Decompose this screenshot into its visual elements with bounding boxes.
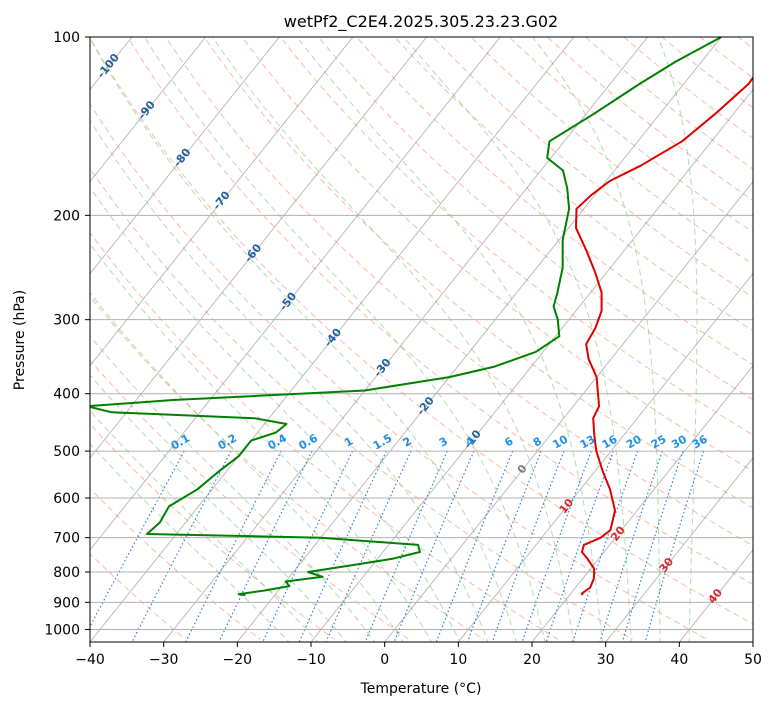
dry-adiabat: [622, 37, 753, 139]
dry-adiabat: [90, 37, 753, 625]
dewpoint-profile-line: [90, 37, 722, 597]
dry-adiabat: [165, 37, 753, 547]
dry-adiabat: [127, 37, 753, 585]
isotherm: [605, 457, 753, 642]
isotherm: [163, 37, 649, 642]
moist-adiabat: [90, 409, 319, 642]
x-tick-label: −20: [223, 652, 253, 668]
mixing-ratio-line: [185, 450, 282, 642]
mixing-ratio-line: [90, 450, 185, 628]
moist-adiabat: [90, 243, 432, 642]
isotherm: [384, 180, 753, 642]
pressure-gridlines: [90, 37, 753, 630]
plot-frame: [89, 36, 754, 643]
isotherm: [90, 37, 207, 183]
isotherm: [90, 37, 280, 275]
y-tick-label: 100: [53, 30, 80, 46]
y-tick-label: 800: [53, 565, 80, 581]
isotherm: [90, 37, 428, 459]
mixing-ratio-line: [131, 450, 232, 642]
y-axis-title: Pressure (hPa): [12, 290, 28, 390]
x-axis: −40 −30 −20 −10 0 10 20 30 40 50: [75, 642, 762, 668]
temperature-profile-line: [575, 75, 753, 596]
y-tick-label: 1000: [44, 622, 80, 638]
y-tick-label: 500: [53, 444, 80, 460]
x-tick-label: 0: [380, 652, 389, 668]
isotherm: [310, 88, 753, 642]
y-tick-label: 400: [53, 387, 80, 403]
mixing-ratio-line: [572, 450, 639, 642]
y-tick-label: 300: [53, 313, 80, 329]
dry-adiabat: [279, 37, 753, 436]
y-axis: 100 200 300 400 500 600 700 800 900 1000: [44, 30, 90, 638]
dry-adiabat: [470, 37, 753, 266]
mixing-ratio-line: [262, 450, 353, 642]
isotherm: [90, 37, 575, 642]
dry-adiabat: [90, 231, 559, 640]
x-tick-label: 50: [744, 652, 762, 668]
plot-area: [90, 37, 753, 642]
y-tick-label: 200: [53, 208, 80, 224]
y-tick-label: 600: [53, 491, 80, 507]
mixing-ratio-line: [621, 450, 684, 642]
moist-adiabat: [90, 443, 290, 642]
dry-adiabat: [90, 167, 633, 640]
mixing-ratio-line: [521, 450, 592, 642]
dry-adiabat: [394, 37, 753, 332]
mixing-ratio-line: [364, 450, 448, 642]
x-tick-label: −30: [149, 652, 179, 668]
mixing-ratio-line: [393, 450, 475, 642]
dry-adiabat: [584, 37, 753, 170]
x-tick-label: 30: [597, 652, 615, 668]
x-tick-label: −40: [75, 652, 105, 668]
profile-series: [90, 37, 753, 597]
chart-title: wetPf2_C2E4.2025.305.23.23.G02: [284, 12, 558, 32]
isotherm: [90, 37, 501, 551]
dry-adiabat: [355, 37, 753, 366]
mixing-ratio-line: [599, 450, 663, 642]
x-tick-label: 10: [449, 652, 467, 668]
dry-adiabat: [90, 295, 484, 640]
dry-adiabat: [90, 487, 261, 640]
dry-adiabat: [241, 37, 753, 472]
dry-adiabat: [508, 37, 753, 233]
x-tick-label: −10: [296, 652, 326, 668]
isotherm: [531, 365, 753, 642]
y-tick-label: 900: [53, 595, 80, 611]
mixing-ratio-line: [491, 450, 565, 642]
x-tick-label: 40: [670, 652, 688, 668]
y-tick-label: 700: [53, 531, 80, 547]
mixing-ratio-line: [218, 450, 313, 642]
mixing-ratio-line: [298, 450, 387, 642]
x-axis-title: Temperature (°C): [360, 681, 482, 697]
isotherm: [457, 273, 753, 642]
isotherm: [236, 37, 722, 642]
mixing-ratio-line: [325, 450, 412, 642]
x-tick-label: 20: [523, 652, 541, 668]
isotherm: [90, 37, 354, 367]
